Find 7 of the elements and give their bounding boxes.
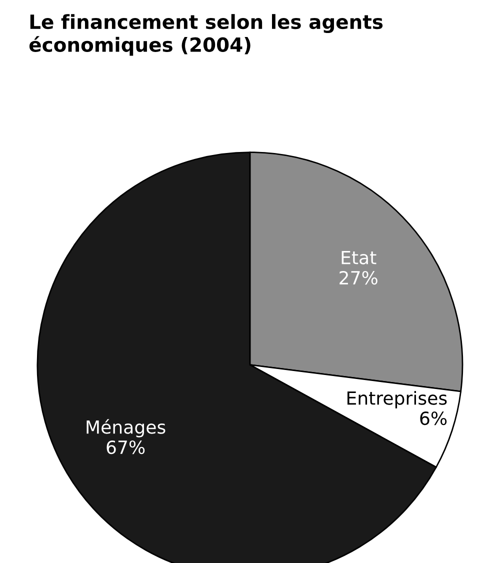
data-label: 6%	[420, 411, 447, 426]
slice-label: Ménages	[86, 419, 166, 438]
chart-title: Le financement selon les agents économiques (2004)	[29, 14, 383, 56]
data-label: 67%	[106, 440, 145, 454]
slice-label: Entreprises	[347, 390, 447, 408]
slice-label: Etat	[342, 250, 376, 264]
data-label: 27%	[340, 270, 378, 285]
